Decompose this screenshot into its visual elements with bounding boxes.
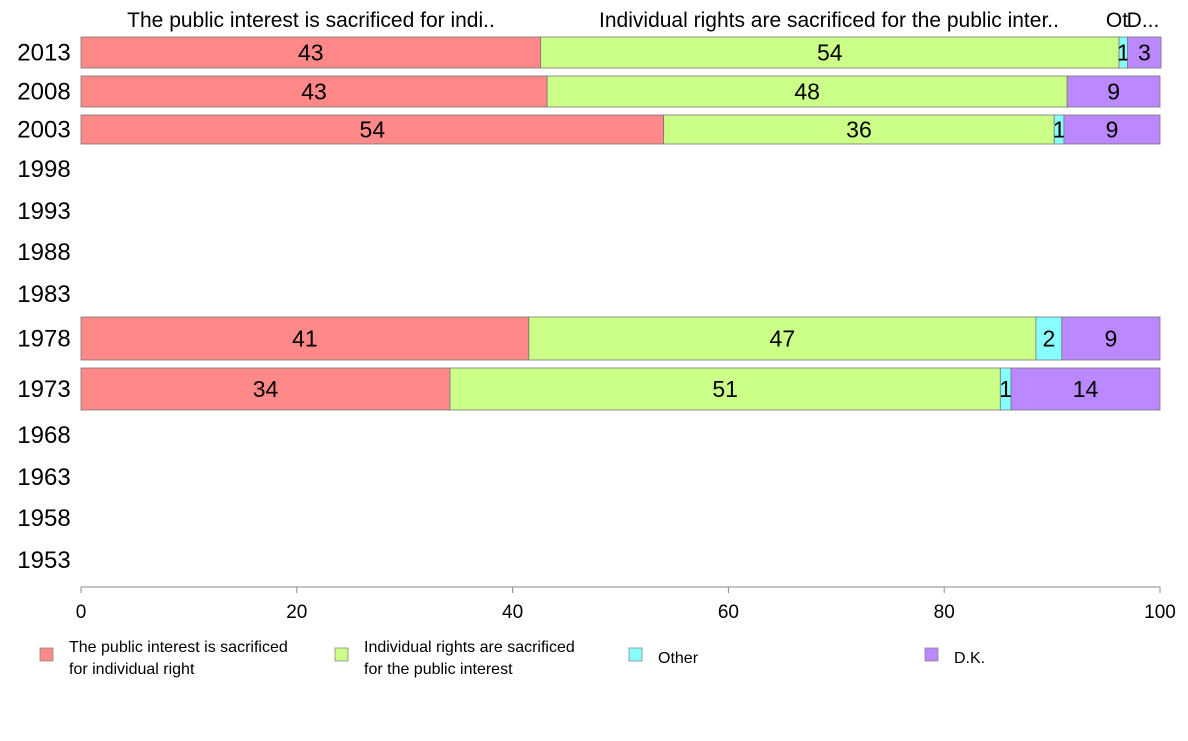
data-label: 1	[1053, 117, 1066, 143]
category-label: 2013	[17, 40, 70, 67]
bar-segment	[1010, 367, 1161, 411]
legend-swatch	[924, 647, 939, 662]
category-label: 1978	[17, 326, 70, 353]
bar-segment	[449, 367, 1001, 411]
x-tick-label: 20	[286, 602, 307, 623]
category-label: 1983	[17, 281, 70, 308]
category-label: 1973	[17, 376, 70, 403]
data-label: 2	[1042, 326, 1055, 352]
data-label: 1	[1117, 40, 1130, 66]
bar-segment	[546, 75, 1068, 108]
data-label: 51	[712, 376, 738, 402]
data-label: 41	[292, 326, 318, 352]
legend-swatch	[628, 647, 643, 662]
x-tick-label: 0	[76, 602, 87, 623]
category-label: 1953	[17, 547, 70, 574]
bar-segment	[80, 367, 451, 411]
data-label: 1	[999, 376, 1012, 402]
x-tick-label: 40	[502, 602, 523, 623]
category-label: 2008	[17, 79, 70, 106]
legend-label: Individual rights are sacrificed	[364, 639, 575, 656]
column-header: Individual rights are sacrificed for the…	[599, 9, 1059, 32]
legend-label: D.K.	[954, 650, 985, 667]
column-header: The public interest is sacrificed for in…	[127, 9, 495, 32]
x-tick-label: 60	[718, 602, 739, 623]
bar-segment	[1061, 316, 1161, 361]
data-label: 47	[770, 326, 796, 352]
data-label: 9	[1106, 117, 1119, 143]
bar-segment	[80, 114, 665, 145]
legend-label: Other	[658, 650, 699, 667]
data-label: 3	[1138, 40, 1151, 66]
legend-label: The public interest is sacrificed	[69, 639, 288, 656]
column-header: Ot	[1106, 9, 1128, 32]
legend-label: for the public interest	[364, 661, 513, 678]
data-label: 9	[1105, 326, 1118, 352]
data-label: 43	[298, 40, 324, 66]
data-label: 54	[360, 117, 386, 143]
bar-segment	[663, 114, 1055, 145]
x-tick-label: 80	[934, 602, 955, 623]
data-label: 34	[253, 376, 279, 402]
bar-segment	[80, 36, 542, 69]
legend-swatch	[334, 647, 349, 662]
bar-segment	[1127, 36, 1162, 69]
category-label: 1958	[17, 505, 70, 532]
bar-segment	[1063, 114, 1161, 145]
column-header: D...	[1127, 9, 1160, 32]
legend-swatch	[39, 647, 54, 662]
category-label: 2003	[17, 117, 70, 144]
data-label: 36	[846, 117, 872, 143]
category-label: 1998	[17, 156, 70, 183]
category-label: 1968	[17, 422, 70, 449]
category-label: 1963	[17, 464, 70, 491]
bar-segment	[540, 36, 1120, 69]
category-label: 1993	[17, 198, 70, 225]
data-label: 48	[794, 79, 820, 105]
bar-segment	[80, 316, 530, 361]
bar-segment	[528, 316, 1037, 361]
x-tick-label: 100	[1144, 602, 1176, 623]
data-label: 9	[1107, 79, 1120, 105]
data-label: 54	[817, 40, 843, 66]
bar-segment	[80, 75, 548, 108]
data-label: 14	[1073, 376, 1099, 402]
category-label: 1988	[17, 239, 70, 266]
bar-segment	[1035, 316, 1063, 361]
legend-label: for individual right	[69, 661, 195, 678]
bar-segment	[1066, 75, 1161, 108]
data-label: 43	[301, 79, 327, 105]
